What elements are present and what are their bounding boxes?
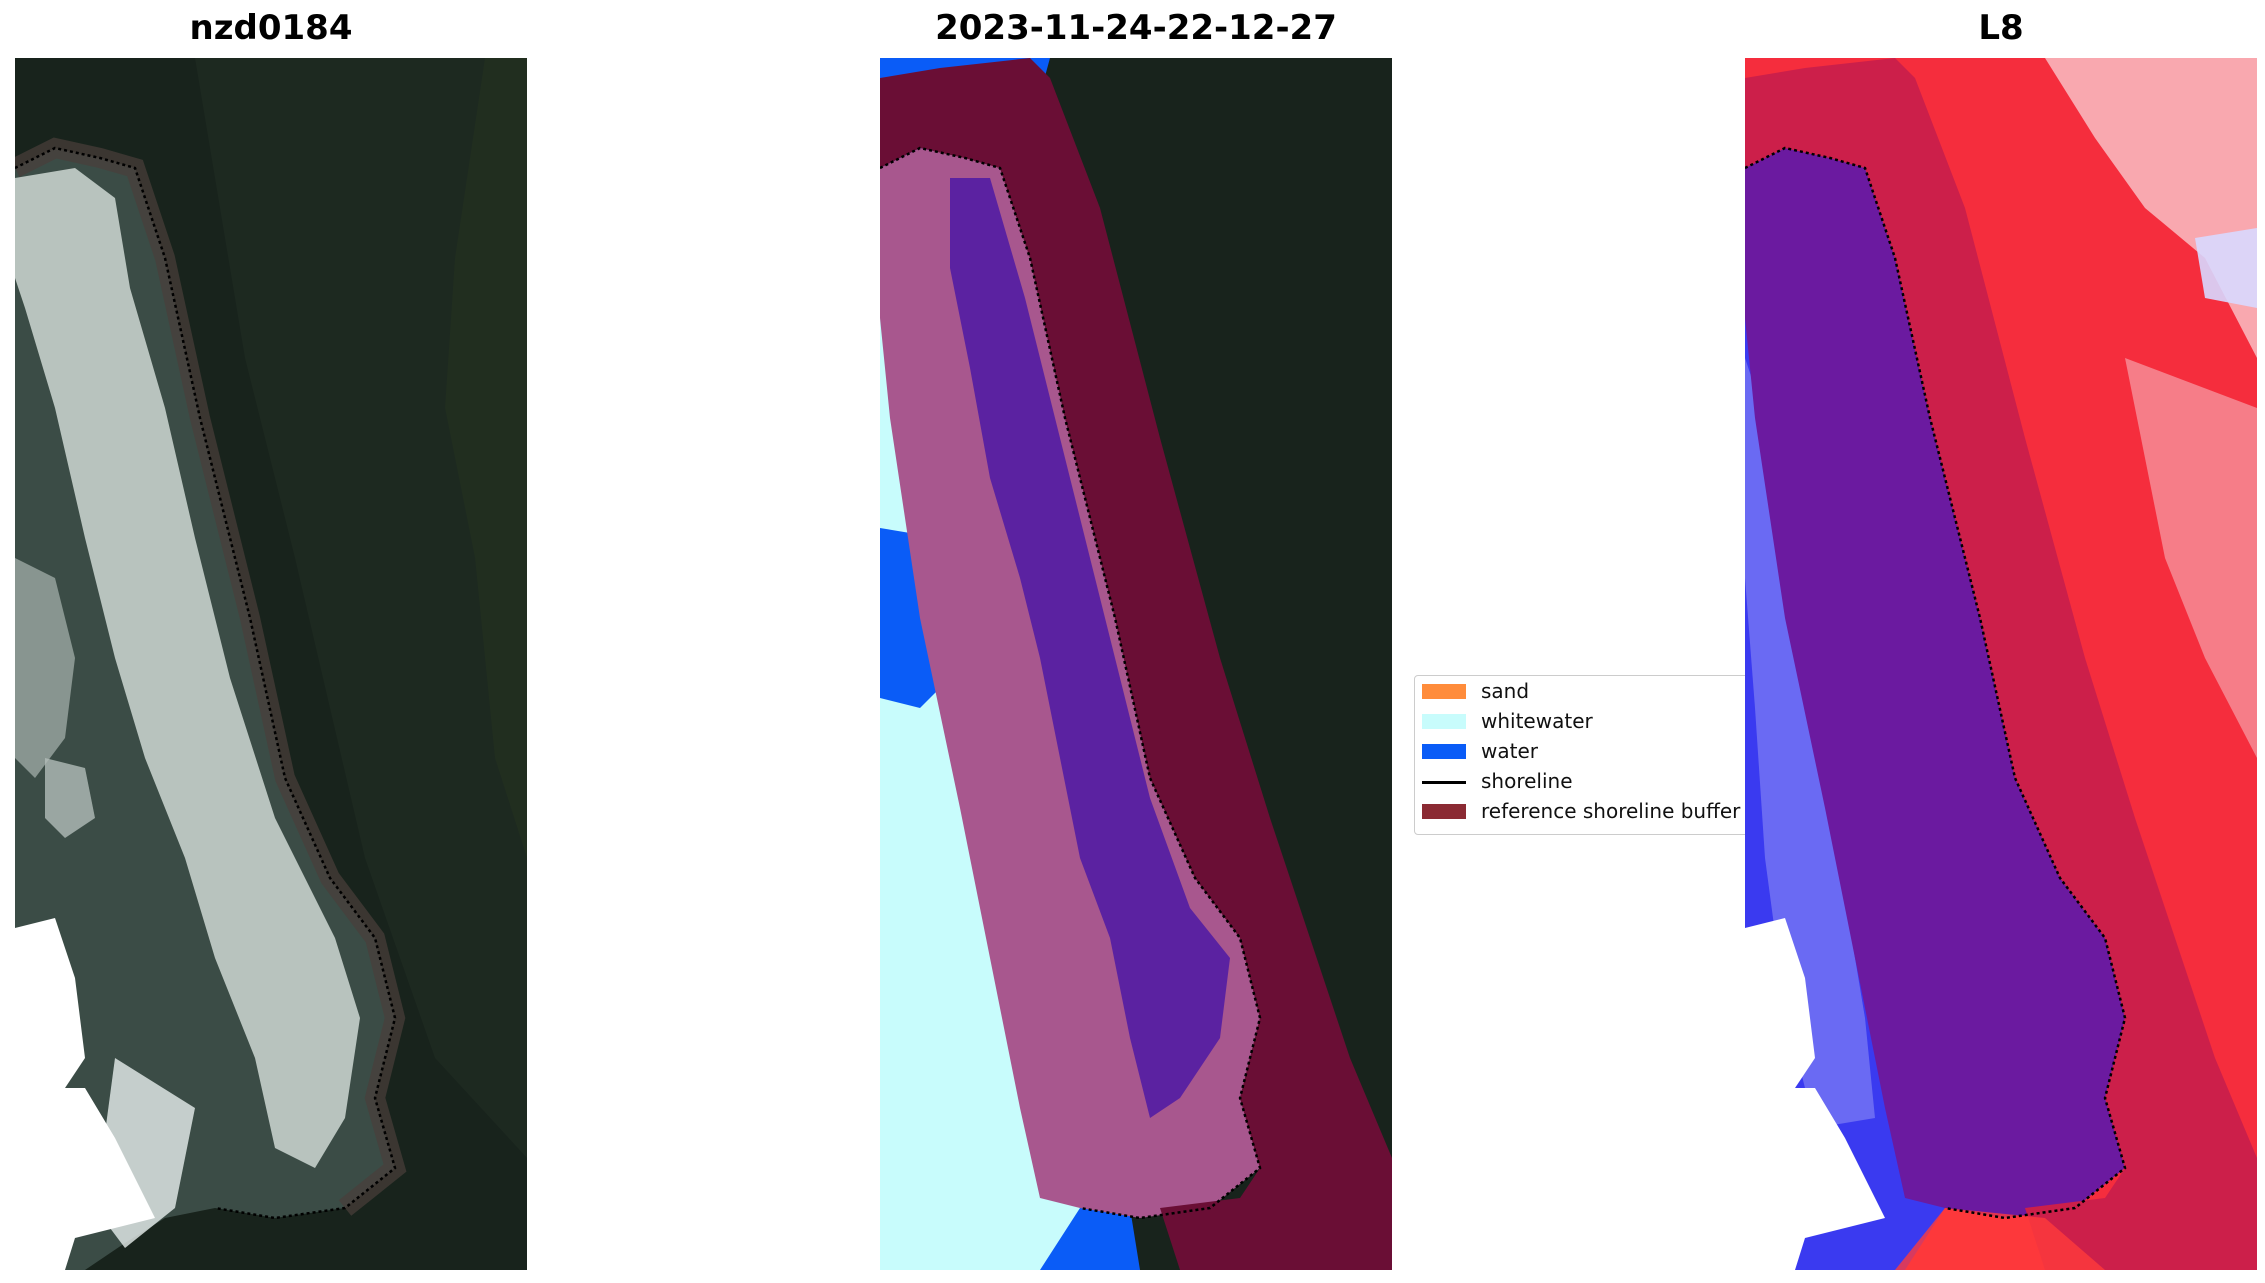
buffer-index-area bbox=[1745, 58, 2257, 1270]
land-index-light-1 bbox=[2045, 58, 2257, 358]
nodata-area bbox=[15, 918, 85, 1088]
classified-image bbox=[880, 58, 1392, 1270]
land-texture-right bbox=[445, 58, 527, 858]
legend-swatch-sand bbox=[1422, 684, 1466, 699]
rgb-image-panel bbox=[15, 58, 527, 1270]
foam-patch-2 bbox=[45, 758, 95, 838]
index-image-panel bbox=[1745, 58, 2257, 1270]
land-index-light-2 bbox=[2125, 358, 2257, 758]
nodata-area-bottom bbox=[15, 1088, 155, 1270]
nodata-area bbox=[1745, 918, 1815, 1088]
legend-label-whitewater: whitewater bbox=[1481, 709, 1593, 733]
whitewater-foam bbox=[15, 168, 360, 1168]
foam-patch-1 bbox=[15, 558, 75, 778]
legend-label-buffer: reference shoreline buffer bbox=[1481, 799, 1741, 823]
reference-buffer-overlay bbox=[880, 58, 1392, 1270]
legend-swatch-whitewater bbox=[1422, 714, 1466, 729]
panel-title-rgb: nzd0184 bbox=[189, 8, 353, 48]
index-image bbox=[1745, 58, 2257, 1270]
sand-index-area bbox=[1745, 148, 2125, 1218]
panel-title-index: L8 bbox=[1978, 8, 2024, 48]
shoreline bbox=[15, 146, 397, 1220]
rgb-image bbox=[15, 58, 527, 1270]
legend-label-shoreline: shoreline bbox=[1481, 769, 1573, 793]
panel-title-classified: 2023-11-24-22-12-27 bbox=[935, 8, 1337, 48]
land-texture bbox=[195, 58, 527, 1158]
legend-swatch-shoreline bbox=[1422, 781, 1466, 784]
shoreline bbox=[880, 146, 1262, 1220]
legend-label-sand: sand bbox=[1481, 679, 1530, 703]
legend-swatch-water bbox=[1422, 744, 1466, 759]
dark-purple-class bbox=[950, 178, 1230, 1118]
land-index-bottom bbox=[1895, 1208, 2105, 1270]
nodata-area-bottom bbox=[1745, 1088, 1885, 1270]
legend: sand whitewater water shoreline referenc… bbox=[1414, 675, 1761, 835]
land-index-bright-patch bbox=[2195, 228, 2257, 308]
classified-image-panel bbox=[880, 58, 1392, 1270]
legend-label-water: water bbox=[1481, 739, 1538, 763]
legend-swatch-buffer bbox=[1422, 804, 1466, 819]
shoreline bbox=[1745, 146, 2127, 1220]
